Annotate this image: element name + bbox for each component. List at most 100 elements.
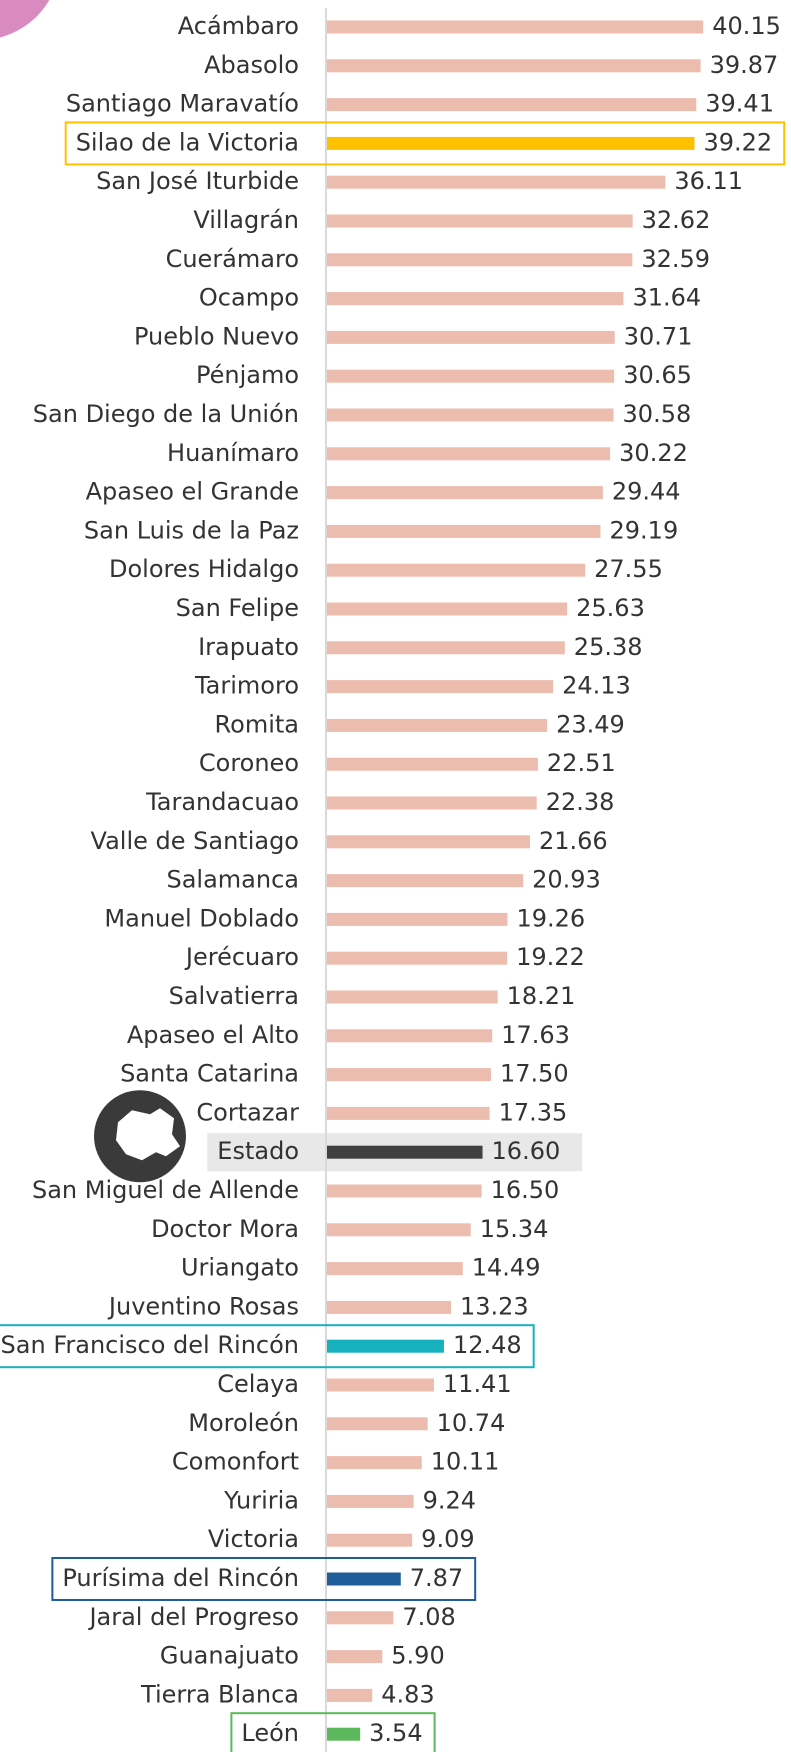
category-label: Apaseo el Alto (127, 1021, 299, 1049)
value-label: 13.23 (460, 1292, 529, 1320)
bar (327, 1145, 483, 1159)
value-label: 30.58 (623, 400, 692, 428)
category-label: Moroleón (188, 1409, 299, 1437)
bar (327, 641, 565, 655)
value-label: 21.66 (539, 827, 608, 855)
category-label: Celaya (217, 1370, 299, 1398)
category-label: Guanajuato (160, 1642, 299, 1670)
bar (327, 1184, 482, 1198)
value-label: 9.24 (423, 1486, 476, 1514)
value-label: 25.38 (574, 633, 643, 661)
category-label: Romita (215, 710, 299, 738)
bar (327, 796, 537, 810)
category-label: Purísima del Rincón (62, 1564, 299, 1592)
category-label: Estado (217, 1137, 299, 1165)
state-map (116, 1108, 180, 1161)
category-label: León (241, 1719, 299, 1747)
bar (327, 98, 697, 112)
category-label: Victoria (208, 1525, 299, 1553)
bar (327, 1688, 373, 1702)
value-label: 14.49 (472, 1254, 541, 1282)
category-label: Cortazar (196, 1098, 299, 1126)
value-label: 19.22 (516, 943, 585, 971)
category-label: Tarimoro (194, 672, 299, 700)
bar (327, 1029, 493, 1043)
category-label: Villagrán (193, 206, 299, 234)
value-label: 15.34 (480, 1215, 549, 1243)
value-label: 40.15 (712, 12, 781, 40)
category-label: Apaseo el Grande (86, 478, 299, 506)
bar (327, 214, 633, 228)
value-label: 3.54 (369, 1719, 422, 1747)
bar (327, 1300, 451, 1314)
bar (327, 59, 701, 73)
value-label: 39.41 (705, 90, 774, 118)
value-label: 5.90 (391, 1642, 444, 1670)
value-label: 12.48 (453, 1331, 522, 1359)
value-label: 32.59 (641, 245, 710, 273)
bar (327, 1106, 490, 1120)
value-label: 17.35 (499, 1098, 568, 1126)
bar (327, 990, 498, 1004)
value-label: 25.63 (576, 594, 645, 622)
bar (327, 835, 530, 849)
value-label: 16.50 (491, 1176, 560, 1204)
value-label: 7.08 (402, 1603, 455, 1631)
category-label: Coroneo (199, 749, 299, 777)
value-label: 30.22 (619, 439, 688, 467)
category-label: Santa Catarina (120, 1060, 299, 1088)
bar (327, 1611, 394, 1625)
category-label: Dolores Hidalgo (109, 555, 299, 583)
value-label: 22.51 (547, 749, 616, 777)
bar (327, 136, 695, 150)
category-label: Juventino Rosas (107, 1292, 299, 1320)
bar (327, 1068, 491, 1082)
bar (327, 912, 508, 926)
value-label: 39.87 (710, 51, 779, 79)
category-label: San José Iturbide (96, 167, 299, 195)
bar (327, 524, 601, 538)
value-label: 39.22 (703, 128, 772, 156)
category-label: Pueblo Nuevo (134, 322, 299, 350)
category-label: Jerécuaro (184, 943, 299, 971)
value-label: 20.93 (532, 866, 601, 894)
value-label: 17.63 (501, 1021, 570, 1049)
category-label: Acámbaro (178, 12, 299, 40)
value-label: 27.55 (594, 555, 663, 583)
value-label: 24.13 (562, 672, 631, 700)
category-label: Irapuato (198, 633, 299, 661)
bar (327, 292, 624, 306)
value-label: 31.64 (632, 284, 701, 312)
bar (327, 20, 704, 34)
category-label: San Francisco del Rincón (1, 1331, 299, 1359)
category-label: Jaral del Progreso (87, 1603, 299, 1631)
bar (327, 1494, 414, 1508)
bar (327, 757, 538, 771)
category-label: Comonfort (172, 1448, 299, 1476)
category-label: San Diego de la Unión (33, 400, 299, 428)
value-label: 30.71 (624, 322, 693, 350)
category-label: Tierra Blanca (140, 1680, 299, 1708)
category-label: Ocampo (199, 284, 299, 312)
category-label: Salvatierra (169, 982, 299, 1010)
value-label: 11.41 (443, 1370, 512, 1398)
decoration (0, 0, 50, 38)
category-label: Pénjamo (196, 361, 299, 389)
bar (327, 680, 554, 694)
value-label: 30.65 (623, 361, 692, 389)
category-label: Manuel Doblado (104, 904, 299, 932)
bar (327, 447, 611, 461)
value-label: 10.74 (437, 1409, 506, 1437)
bar (327, 1223, 471, 1237)
bar (327, 1339, 444, 1353)
category-label: Cuerámaro (166, 245, 299, 273)
category-label: Uriangato (181, 1254, 299, 1282)
value-label: 29.19 (610, 516, 679, 544)
bar (327, 175, 666, 189)
bar (327, 486, 603, 500)
highlight-box (230, 1712, 436, 1752)
value-label: 10.11 (431, 1448, 500, 1476)
bar (327, 563, 586, 577)
value-label: 17.50 (500, 1060, 569, 1088)
